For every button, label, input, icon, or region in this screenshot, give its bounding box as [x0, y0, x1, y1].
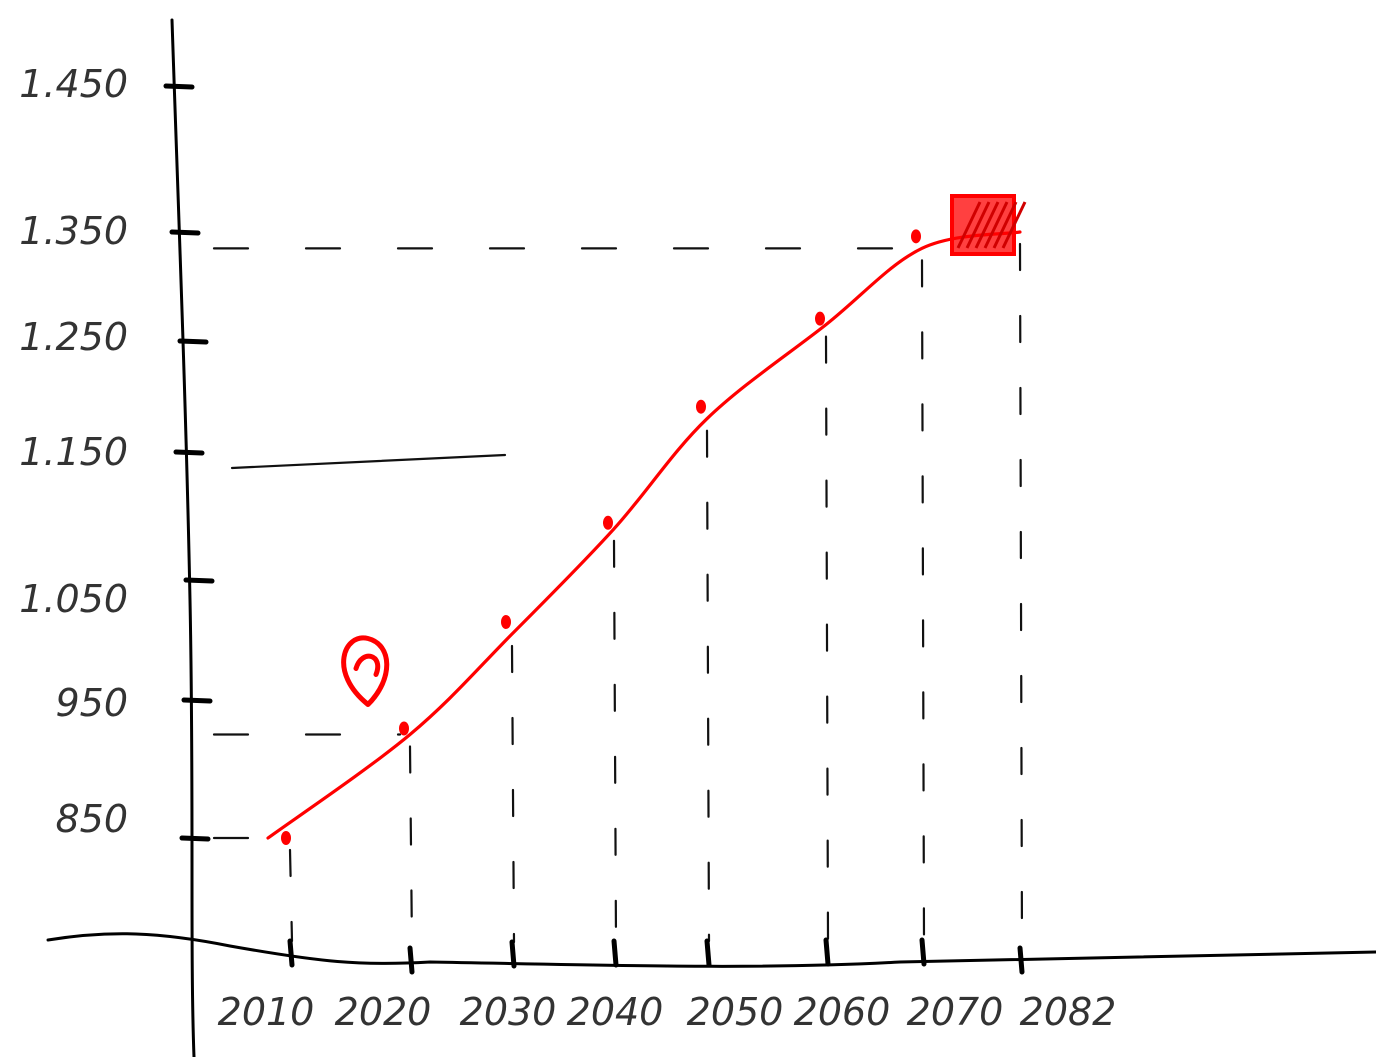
y-tick-label: 1.050 — [19, 577, 128, 621]
x-tick-mark — [1017, 945, 1025, 975]
data-point — [815, 311, 825, 326]
data-series — [266, 194, 1027, 845]
x-tick-label: 2040 — [567, 990, 664, 1034]
drop-line — [1018, 242, 1024, 950]
data-point — [911, 229, 921, 244]
x-axis-ticks: 2010 2020 2030 2040 2050 2060 2070 2082 — [218, 937, 1117, 1034]
drop-line — [408, 745, 414, 950]
data-point — [501, 615, 511, 629]
x-tick-label: 2050 — [687, 990, 784, 1034]
drop-line — [705, 429, 711, 943]
x-tick-mark — [407, 945, 415, 975]
square-hatch — [992, 201, 1018, 249]
data-point — [696, 399, 706, 414]
drop-line — [920, 259, 926, 942]
drop-line — [510, 644, 516, 944]
x-tick-mark — [611, 938, 619, 968]
y-tick-mark — [177, 338, 209, 345]
drop-line — [824, 335, 830, 942]
y-axis-line — [170, 18, 196, 1057]
y-tick-mark — [173, 449, 205, 456]
square-hatch — [1001, 201, 1027, 249]
y-tick-mark — [179, 835, 211, 842]
data-point — [603, 515, 613, 530]
x-tick-label: 2020 — [335, 990, 432, 1034]
y-tick-label: 1.450 — [19, 62, 128, 106]
axes — [46, 18, 1376, 1057]
x-tick-label: 2070 — [907, 990, 1004, 1034]
y-tick-mark — [169, 229, 201, 236]
data-point — [399, 721, 409, 736]
x-tick-label: 2030 — [460, 990, 557, 1034]
x-tick-mark — [704, 938, 712, 968]
y-tick-label: 950 — [55, 681, 128, 725]
drop-line — [288, 848, 294, 943]
guide-lines — [212, 242, 1024, 950]
x-tick-label: 2010 — [218, 990, 315, 1034]
square-hatch — [983, 201, 1009, 249]
x-tick-mark — [287, 938, 295, 968]
x-tick-mark — [509, 939, 517, 969]
y-tick-label: 1.250 — [19, 315, 128, 359]
square-hatch — [974, 201, 1000, 249]
x-tick-mark — [919, 937, 927, 967]
circled-point-marker — [341, 635, 390, 707]
y-tick-mark — [163, 83, 195, 90]
square-hatch — [965, 201, 991, 249]
y-tick-label: 1.350 — [19, 209, 128, 253]
x-axis-line — [46, 932, 1376, 968]
square-hatch — [956, 201, 982, 249]
series-line — [266, 230, 1022, 840]
y-tick-label: 1.150 — [19, 430, 128, 474]
sketch-stroke — [230, 453, 507, 470]
x-tick-label: 2082 — [1020, 990, 1117, 1034]
data-point — [281, 831, 291, 845]
drop-line — [612, 539, 618, 943]
y-axis-ticks: 850 950 1.050 1.150 1.250 1.350 1.450 — [19, 62, 215, 842]
y-tick-mark — [181, 697, 213, 704]
x-tick-mark — [823, 937, 831, 967]
y-tick-mark — [183, 577, 215, 584]
y-tick-label: 850 — [55, 797, 128, 841]
x-tick-label: 2060 — [794, 990, 891, 1034]
